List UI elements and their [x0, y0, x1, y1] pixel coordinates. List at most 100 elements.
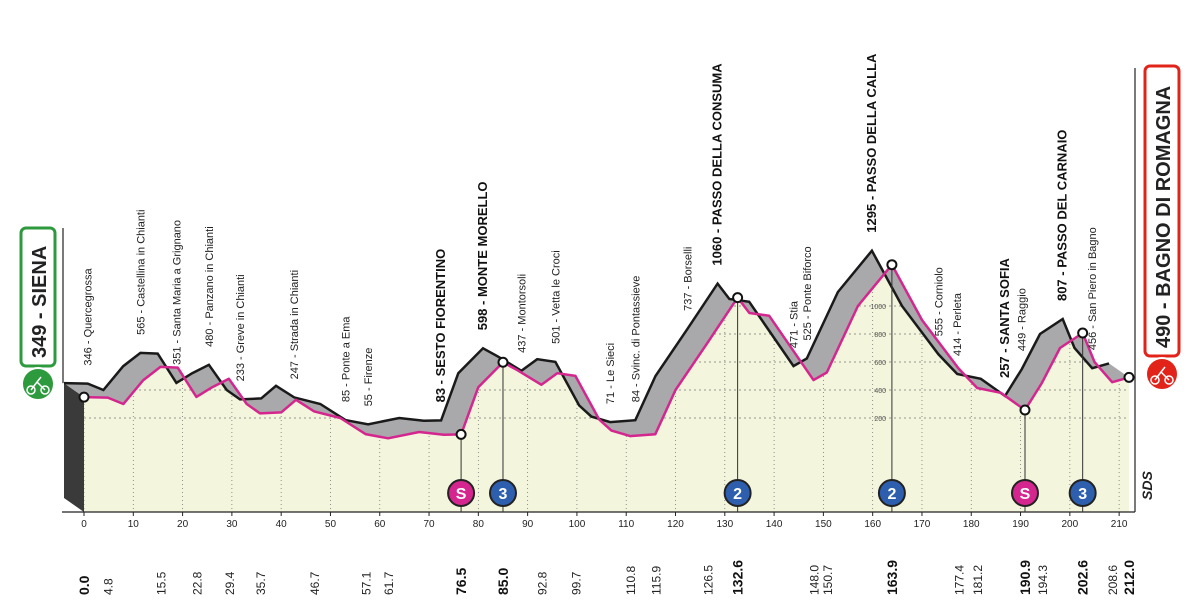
x-tick-label: 200	[1062, 519, 1079, 530]
x-tick-label: 110	[618, 519, 634, 530]
icon-wheel	[1150, 375, 1160, 385]
waypoint-dot	[1019, 404, 1031, 416]
badge	[723, 479, 752, 507]
badge	[1010, 479, 1039, 507]
km-label: 163.9	[884, 560, 900, 595]
waypoint-label: 247 - Strada in Chianti	[289, 270, 301, 379]
x-tick-label: 180	[963, 519, 980, 530]
badge-label: 2	[733, 486, 742, 503]
waypoint-label: 71 - Le Sieci	[605, 343, 617, 404]
waypoint-label: 84 - Svinc. di Pontassieve	[630, 276, 642, 403]
waypoint-dot	[455, 428, 467, 440]
x-tick-label: 130	[716, 519, 733, 530]
km-label: 148.0	[808, 565, 822, 595]
start-box	[19, 226, 57, 368]
y-tick-label: 400	[874, 388, 886, 395]
x-tick-label: 30	[226, 519, 238, 530]
waypoint-label: 501 - Vetta le Croci	[550, 250, 562, 344]
waypoint-label: 456 - San Piero in Bagno	[1087, 227, 1099, 350]
waypoint-dot	[732, 292, 744, 304]
x-tick-label: 80	[473, 519, 485, 530]
waypoint-label: 414 - Perleta	[952, 292, 964, 356]
waypoint-label: 55 - Firenze	[363, 348, 375, 407]
y-tick-label: 1000	[870, 304, 886, 311]
badge-label: 3	[1078, 486, 1087, 503]
profile-ribbon	[64, 250, 1129, 439]
km-label: 115.9	[649, 566, 663, 595]
y-tick-label: 600	[874, 360, 886, 367]
logo: SDS	[1139, 471, 1155, 500]
profile-fill	[84, 264, 1129, 512]
y-tick-label: 800	[874, 332, 886, 339]
km-label: 208.6	[1106, 565, 1120, 595]
profile-edge	[63, 248, 1110, 426]
x-tick-label: 70	[423, 519, 435, 530]
badge	[488, 479, 517, 507]
waypoint-dot	[1077, 327, 1089, 339]
waypoint-label: 351 - Santa Maria a Grignano	[171, 220, 183, 365]
y-tick-label: 200	[874, 416, 886, 423]
waypoint-label: 449 - Raggio	[1017, 288, 1029, 351]
km-label: 85.0	[495, 568, 511, 595]
badge	[1068, 479, 1097, 507]
km-label: 4.8	[102, 578, 116, 595]
profile-line	[83, 263, 1130, 440]
icon-wheel	[1164, 375, 1174, 385]
waypoint-label: 555 - Corniolo	[933, 267, 945, 336]
x-tick-label: 150	[815, 519, 832, 530]
x-tick-label: 100	[569, 519, 586, 530]
km-label: 150.7	[821, 565, 835, 595]
waypoint-dot	[78, 391, 90, 403]
km-label: 181.2	[971, 565, 985, 595]
badge-label: S	[1020, 486, 1031, 503]
km-label: 29.4	[223, 571, 237, 595]
icon-wheel	[40, 385, 50, 395]
x-tick-label: 140	[766, 519, 783, 530]
x-tick-label: 50	[325, 519, 337, 530]
icon-rider	[30, 376, 46, 391]
x-tick-label: 210	[1111, 519, 1128, 530]
km-label: 110.8	[624, 566, 638, 595]
waypoint-label: 85 - Ponte a Ema	[340, 316, 352, 402]
waypoint-dot	[1123, 371, 1135, 383]
badge-label: S	[456, 486, 467, 503]
km-label: 15.5	[154, 571, 168, 595]
finish-box	[1143, 64, 1181, 358]
waypoint-label: 807 - PASSO DEL CARNAIO	[1055, 130, 1070, 301]
km-label: 190.9	[1017, 560, 1033, 595]
waypoint-label: 437 - Montorsoli	[516, 274, 528, 353]
x-tick-label: 20	[177, 519, 189, 530]
km-label: 61.7	[382, 571, 396, 595]
waypoint-label: 598 - MONTE MORELLO	[475, 181, 490, 330]
km-label: 132.6	[730, 560, 746, 595]
waypoint-label: 480 - Panzano in Chianti	[204, 226, 216, 346]
km-label: 76.5	[453, 568, 469, 595]
km-label: 99.7	[569, 571, 583, 595]
x-tick-label: 10	[128, 519, 140, 530]
km-label: 126.5	[702, 565, 716, 595]
waypoint-label: 471 - Stia	[789, 300, 801, 348]
start-label: 349 - SIENA	[29, 246, 51, 358]
x-tick-label: 160	[864, 519, 881, 530]
x-tick-label: 90	[522, 519, 534, 530]
km-label: 212.0	[1121, 560, 1137, 595]
km-label: 57.1	[359, 571, 373, 595]
waypoint-label: 737 - Borselli	[683, 247, 695, 311]
badge	[447, 479, 476, 507]
waypoint-label: 1060 - PASSO DELLA CONSUMA	[710, 63, 725, 266]
badge-label: 3	[499, 486, 508, 503]
x-tick-label: 170	[914, 519, 931, 530]
km-label: 92.8	[535, 571, 549, 595]
km-label: 177.4	[952, 565, 966, 595]
km-label: 22.8	[190, 571, 204, 595]
icon-rider	[1154, 366, 1170, 381]
km-label: 46.7	[308, 571, 322, 595]
x-tick-label: 190	[1012, 519, 1029, 530]
km-label: 194.3	[1036, 565, 1050, 595]
km-label: 0.0	[76, 575, 92, 595]
badge	[877, 479, 906, 507]
waypoint-label: 257 - SANTA SOFIA	[997, 258, 1012, 379]
x-tick-label: 120	[667, 519, 684, 530]
waypoint-dot	[497, 356, 509, 368]
